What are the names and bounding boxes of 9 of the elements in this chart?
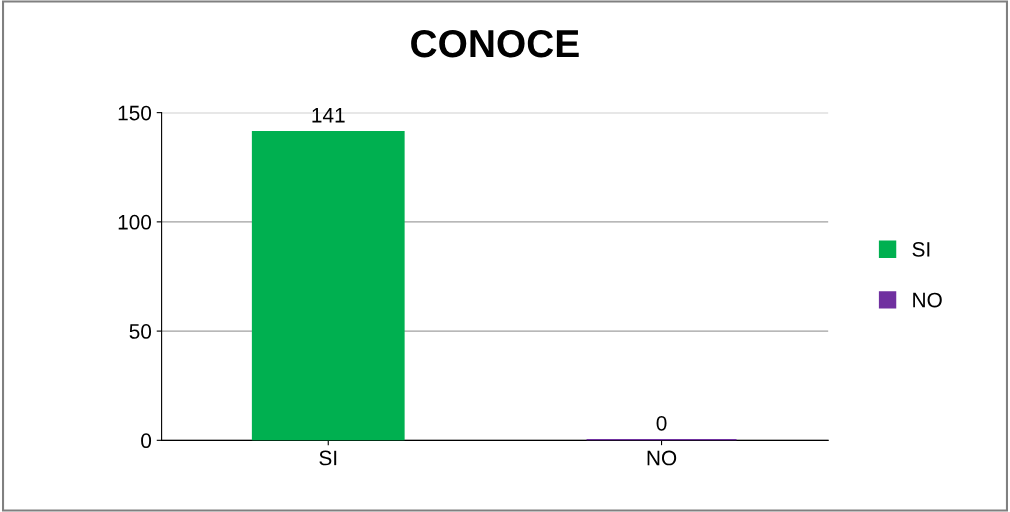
data-label: 141 bbox=[312, 108, 345, 123]
y-tick-label: 50 bbox=[129, 324, 152, 339]
legend-label: SI bbox=[912, 241, 930, 257]
y-tick-label: 150 bbox=[118, 105, 152, 121]
chart-title: CONOCE bbox=[411, 29, 579, 58]
y-tick-label: 100 bbox=[118, 214, 152, 230]
legend-label: NO bbox=[913, 292, 942, 308]
data-label: 0 bbox=[656, 415, 667, 431]
y-tick-label: 0 bbox=[141, 433, 152, 449]
